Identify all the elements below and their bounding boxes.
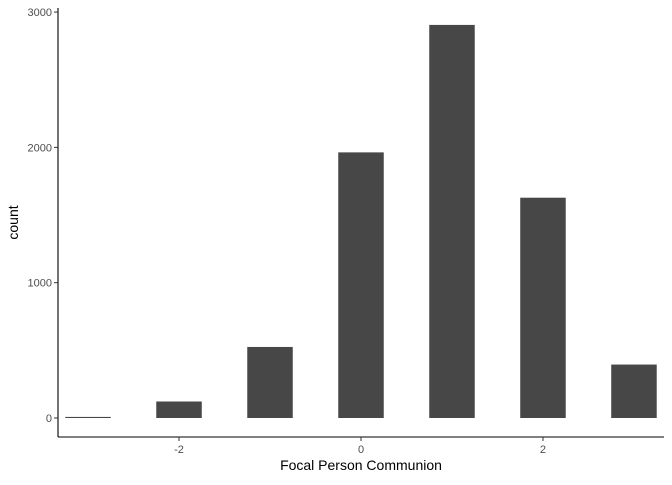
- x-tick-label: 2: [540, 444, 546, 456]
- bars-group: [65, 24, 657, 419]
- y-axis-ticks: 0 1000 2000 3000: [28, 7, 58, 425]
- bar: [520, 197, 566, 418]
- y-tick-label: 3000: [28, 7, 52, 19]
- y-tick-label: 0: [46, 413, 52, 425]
- bar: [429, 24, 475, 419]
- bar: [611, 364, 657, 418]
- y-tick-label: 1000: [28, 278, 52, 290]
- x-axis-ticks: -2 0 2: [174, 437, 546, 456]
- x-tick-label: 0: [358, 444, 364, 456]
- bar: [65, 416, 111, 418]
- x-axis-title: Focal Person Communion: [280, 457, 442, 473]
- bar: [338, 152, 384, 419]
- bar: [247, 346, 293, 418]
- x-tick-label: -2: [174, 444, 184, 456]
- y-axis-title: count: [5, 205, 21, 239]
- bar: [156, 401, 202, 418]
- y-tick-label: 2000: [28, 142, 52, 154]
